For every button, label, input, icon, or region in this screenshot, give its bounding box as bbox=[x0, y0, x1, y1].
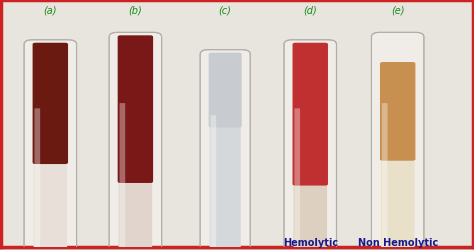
FancyBboxPatch shape bbox=[209, 54, 242, 128]
FancyBboxPatch shape bbox=[109, 33, 162, 250]
FancyBboxPatch shape bbox=[118, 181, 152, 250]
FancyBboxPatch shape bbox=[118, 36, 153, 183]
FancyBboxPatch shape bbox=[293, 183, 327, 250]
Text: (a): (a) bbox=[44, 6, 57, 16]
FancyBboxPatch shape bbox=[24, 40, 76, 250]
FancyBboxPatch shape bbox=[381, 158, 414, 250]
FancyBboxPatch shape bbox=[210, 116, 216, 250]
FancyBboxPatch shape bbox=[292, 44, 328, 186]
Text: (d): (d) bbox=[303, 6, 317, 16]
Text: (e): (e) bbox=[391, 6, 404, 16]
Text: Non Hemolytic: Non Hemolytic bbox=[357, 237, 438, 247]
FancyBboxPatch shape bbox=[210, 126, 241, 250]
FancyBboxPatch shape bbox=[200, 50, 250, 250]
FancyBboxPatch shape bbox=[35, 109, 40, 250]
FancyBboxPatch shape bbox=[33, 44, 68, 164]
FancyBboxPatch shape bbox=[382, 104, 388, 250]
Text: (c): (c) bbox=[219, 6, 232, 16]
Text: Hemolytic: Hemolytic bbox=[283, 237, 338, 247]
Text: (b): (b) bbox=[128, 6, 142, 16]
FancyBboxPatch shape bbox=[380, 63, 415, 161]
FancyBboxPatch shape bbox=[372, 33, 424, 250]
FancyBboxPatch shape bbox=[119, 104, 125, 250]
FancyBboxPatch shape bbox=[34, 162, 67, 250]
FancyBboxPatch shape bbox=[284, 40, 337, 250]
FancyBboxPatch shape bbox=[294, 109, 300, 250]
